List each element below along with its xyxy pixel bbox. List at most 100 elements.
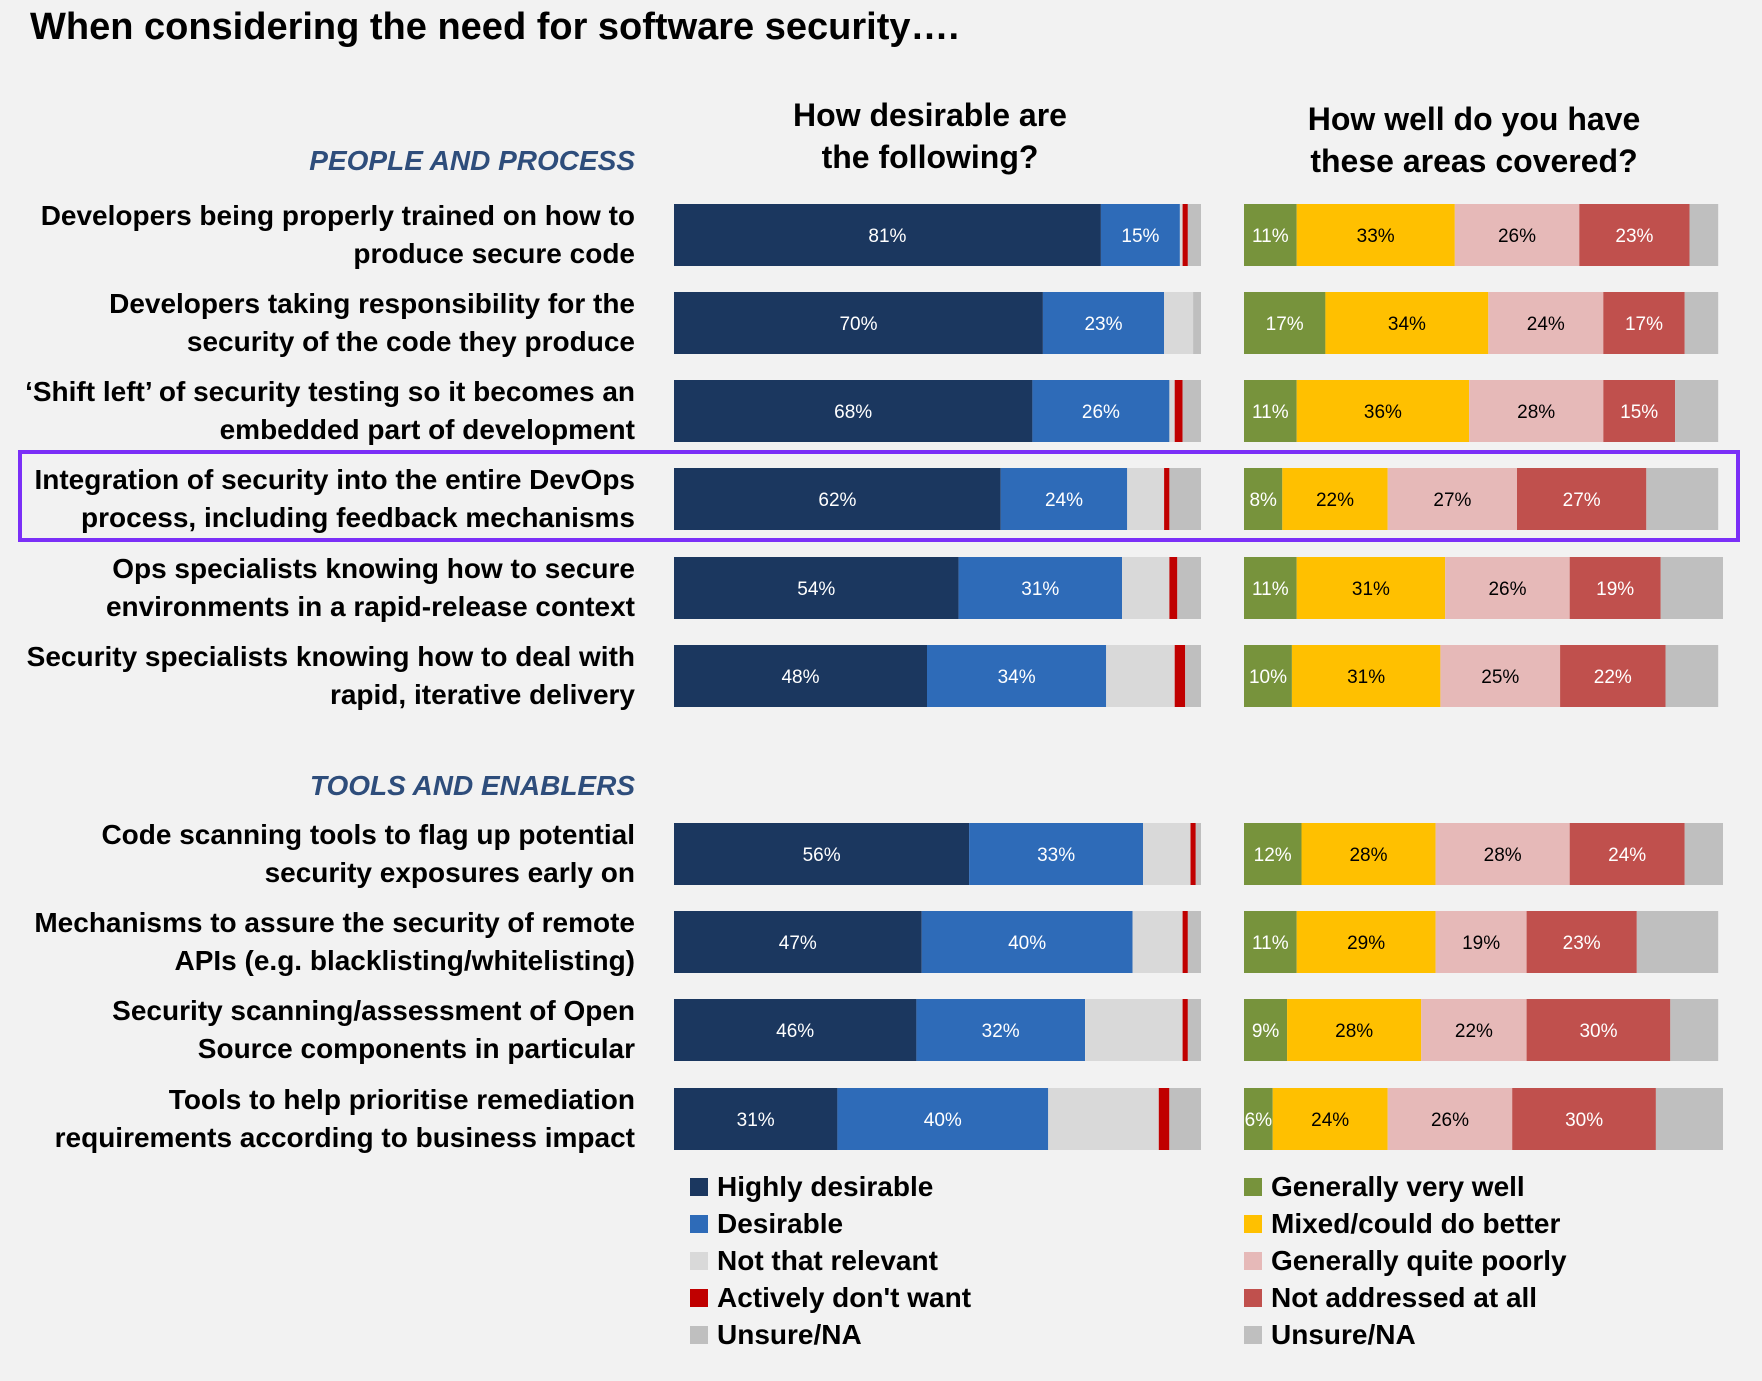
data-label: 23% [1563,933,1601,954]
legend-swatch [1244,1288,1262,1307]
data-label: 26% [1082,402,1120,423]
bar-segment-unsure-na [1684,292,1719,354]
row-label-line: Ops specialists knowing how to secure [112,553,635,584]
row-label-line: ‘Shift left’ of security testing so it b… [25,376,635,407]
row-label: ‘Shift left’ of security testing so it b… [0,373,635,449]
bar-segment-desirable [969,823,1143,885]
bar-segment-not-addressed-at-all [1512,1088,1656,1150]
data-label: 70% [839,314,877,335]
data-label: 46% [776,1021,814,1042]
bar-segment-not-addressed-at-all [1579,204,1690,266]
legend-label: Not that relevant [717,1245,938,1276]
bar-segment-actively-don-t-want [1174,645,1186,707]
bar-segment-unsure-na [1660,557,1723,619]
data-label: 30% [1565,1110,1603,1131]
bar-segment-actively-don-t-want [1169,557,1178,619]
legend-label: Generally very well [1271,1171,1525,1202]
bar-segment-mixed-could-do-better [1301,823,1436,885]
data-label: 62% [818,490,856,511]
bar-segment-unsure-na [1675,380,1719,442]
bar-segment-not-that-relevant [1085,999,1183,1061]
data-label: 6% [1245,1110,1273,1131]
bar-segment-generally-quite-poorly [1445,557,1570,619]
data-label: 23% [1084,314,1122,335]
data-label: 25% [1481,667,1519,688]
bar-segment-not-that-relevant [1179,204,1183,266]
legend-item: Generally quite poorly [1244,1242,1567,1279]
bar-segment-not-addressed-at-all [1603,292,1685,354]
data-label: 36% [1364,402,1402,423]
bar-segment-desirable [921,911,1133,973]
legend-item: Unsure/NA [1244,1316,1567,1353]
bar-segment-highly-desirable [674,999,917,1061]
data-label: 26% [1431,1110,1469,1131]
bar-segment-highly-desirable [674,468,1001,530]
bar-segment-unsure-na [1193,292,1201,354]
legend-swatch [690,1214,708,1233]
data-label: 28% [1349,845,1387,866]
legend-item: Highly desirable [690,1168,971,1205]
bar-segment-unsure-na [1187,911,1201,973]
coverage-panel: 11% 33% 26% 23% 17% 34% 24% 17% 11% 36% 28% 15% 8% 22… [1244,204,1723,1150]
row-label-line: Code scanning tools to flag up potential [101,819,635,850]
bar-segment-generally-very-well [1244,1088,1273,1150]
data-label: 26% [1488,579,1526,600]
data-label: 28% [1335,1021,1373,1042]
data-label: 33% [1037,845,1075,866]
bar-segment-actively-don-t-want [1182,204,1188,266]
data-label: 56% [803,845,841,866]
bar-segment-mixed-could-do-better [1282,468,1388,530]
data-label: 32% [982,1021,1020,1042]
data-label: 24% [1608,845,1646,866]
data-label: 33% [1357,226,1395,247]
data-label: 22% [1594,667,1632,688]
data-label: 29% [1347,933,1385,954]
legend-label: Actively don't want [717,1282,972,1313]
bar-segment-generally-very-well [1244,380,1297,442]
data-label: 27% [1563,490,1601,511]
bar-segment-not-addressed-at-all [1603,380,1676,442]
legend-swatch [690,1177,708,1196]
legend-item: Not addressed at all [1244,1279,1567,1316]
section-heading-people-process: PEOPLE AND PROCESS [309,145,635,176]
bar-segment-mixed-could-do-better [1296,911,1436,973]
row-label-line: Developers being properly trained on how… [40,200,635,231]
bar-segment-desirable [958,557,1122,619]
right-panel-title-line-1: How well do you have [1307,101,1641,137]
data-label: 31% [1021,579,1059,600]
data-label: 31% [1352,579,1390,600]
bar-segment-mixed-could-do-better [1287,999,1422,1061]
legend-label: Mixed/could do better [1271,1208,1561,1239]
legend-swatch [1244,1214,1262,1233]
row-label: Code scanning tools to flag up potential… [0,816,635,892]
bar-segment-mixed-could-do-better [1291,645,1441,707]
bar-segment-generally-quite-poorly [1440,645,1561,707]
bar-segment-not-addressed-at-all [1526,999,1671,1061]
data-label: 19% [1462,933,1500,954]
bar-segment-not-that-relevant [1169,380,1175,442]
legend-item: Actively don't want [690,1279,971,1316]
bar-segment-not-that-relevant [1143,823,1191,885]
chart-title: When considering the need for software s… [30,6,960,48]
legend-item: Mixed/could do better [1244,1205,1567,1242]
data-label: 24% [1311,1110,1349,1131]
bar-segment-desirable [1100,204,1180,266]
data-label: 34% [998,667,1036,688]
legend-swatch [1244,1251,1262,1270]
bar-segment-desirable [927,645,1107,707]
data-label: 48% [781,667,819,688]
data-label: 47% [779,933,817,954]
bar-segment-generally-quite-poorly [1421,999,1527,1061]
row-label-line: Tools to help prioritise remediation [168,1084,635,1115]
bar-segment-highly-desirable [674,557,959,619]
row-label-line: Integration of security into the entire … [34,464,635,495]
bar-segment-not-that-relevant [1127,468,1165,530]
legend-item: Generally very well [1244,1168,1567,1205]
bar-segment-highly-desirable [674,292,1043,354]
bar-segment-desirable [916,999,1085,1061]
bar-segment-unsure-na [1177,557,1201,619]
legend-label: Highly desirable [717,1171,934,1202]
desirability-panel: 81% 15% 70% 23% 68% 26% 62% 24% 54% 31% 48% 34% 56% 3… [674,204,1201,1150]
bar-segment-highly-desirable [674,823,970,885]
